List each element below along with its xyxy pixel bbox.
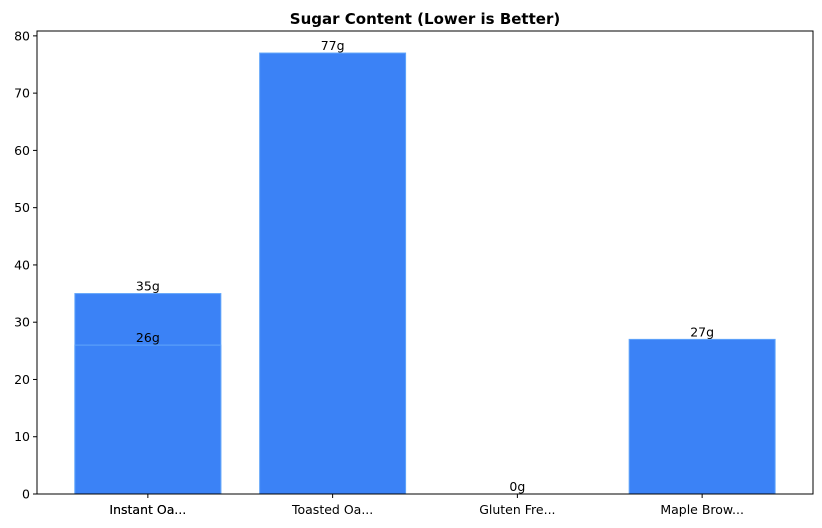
plot-frame bbox=[36, 30, 814, 495]
y-tick-label: 20 bbox=[14, 372, 30, 387]
value-label: 77g bbox=[321, 38, 345, 53]
y-tick-label: 10 bbox=[14, 429, 30, 444]
x-tick-label: Instant Oa... bbox=[109, 502, 186, 517]
x-tick-label: Gluten Fre... bbox=[479, 502, 555, 517]
value-label: 0g bbox=[509, 479, 525, 494]
chart-title: Sugar Content (Lower is Better) bbox=[290, 10, 560, 28]
bar bbox=[74, 344, 222, 495]
bar bbox=[259, 52, 407, 495]
y-tick-label: 0 bbox=[22, 487, 30, 502]
bar bbox=[628, 338, 776, 495]
y-tick-label: 40 bbox=[14, 257, 30, 272]
x-tick-label: Instant Oa... bbox=[109, 502, 186, 517]
y-tick-label: 50 bbox=[14, 200, 30, 215]
value-label: 35g bbox=[136, 279, 160, 294]
y-tick-label: 80 bbox=[14, 28, 30, 43]
value-label: 26g bbox=[136, 330, 160, 345]
y-tick-label: 60 bbox=[14, 143, 30, 158]
x-tick-label: Toasted Oa... bbox=[291, 502, 373, 517]
y-tick-label: 70 bbox=[14, 86, 30, 101]
x-tick-label: Maple Brow... bbox=[660, 502, 744, 517]
y-tick-label: 30 bbox=[14, 315, 30, 330]
value-label: 27g bbox=[690, 324, 714, 339]
